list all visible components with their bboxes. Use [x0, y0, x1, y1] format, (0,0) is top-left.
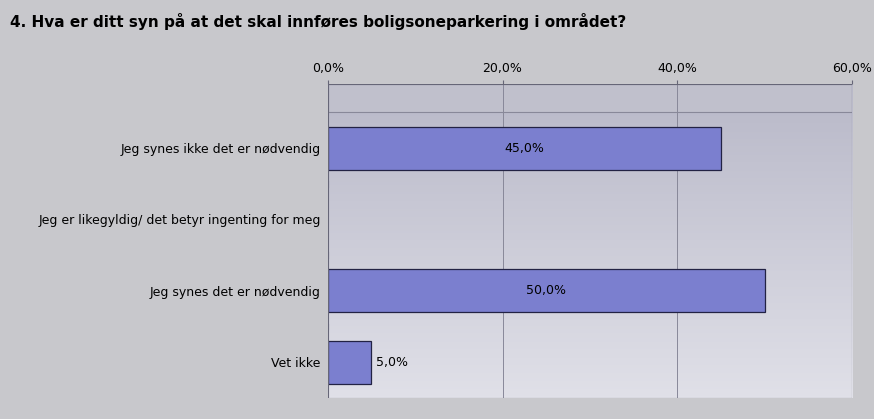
Bar	[328, 127, 721, 170]
Bar	[328, 84, 852, 112]
Text: 50,0%: 50,0%	[526, 285, 566, 297]
Text: 4. Hva er ditt syn på at det skal innføres boligsoneparkering i området?: 4. Hva er ditt syn på at det skal innfør…	[10, 13, 627, 30]
Text: 45,0%: 45,0%	[504, 142, 545, 155]
Bar	[328, 341, 371, 384]
Text: 5,0%: 5,0%	[376, 356, 408, 369]
Bar	[328, 269, 765, 312]
